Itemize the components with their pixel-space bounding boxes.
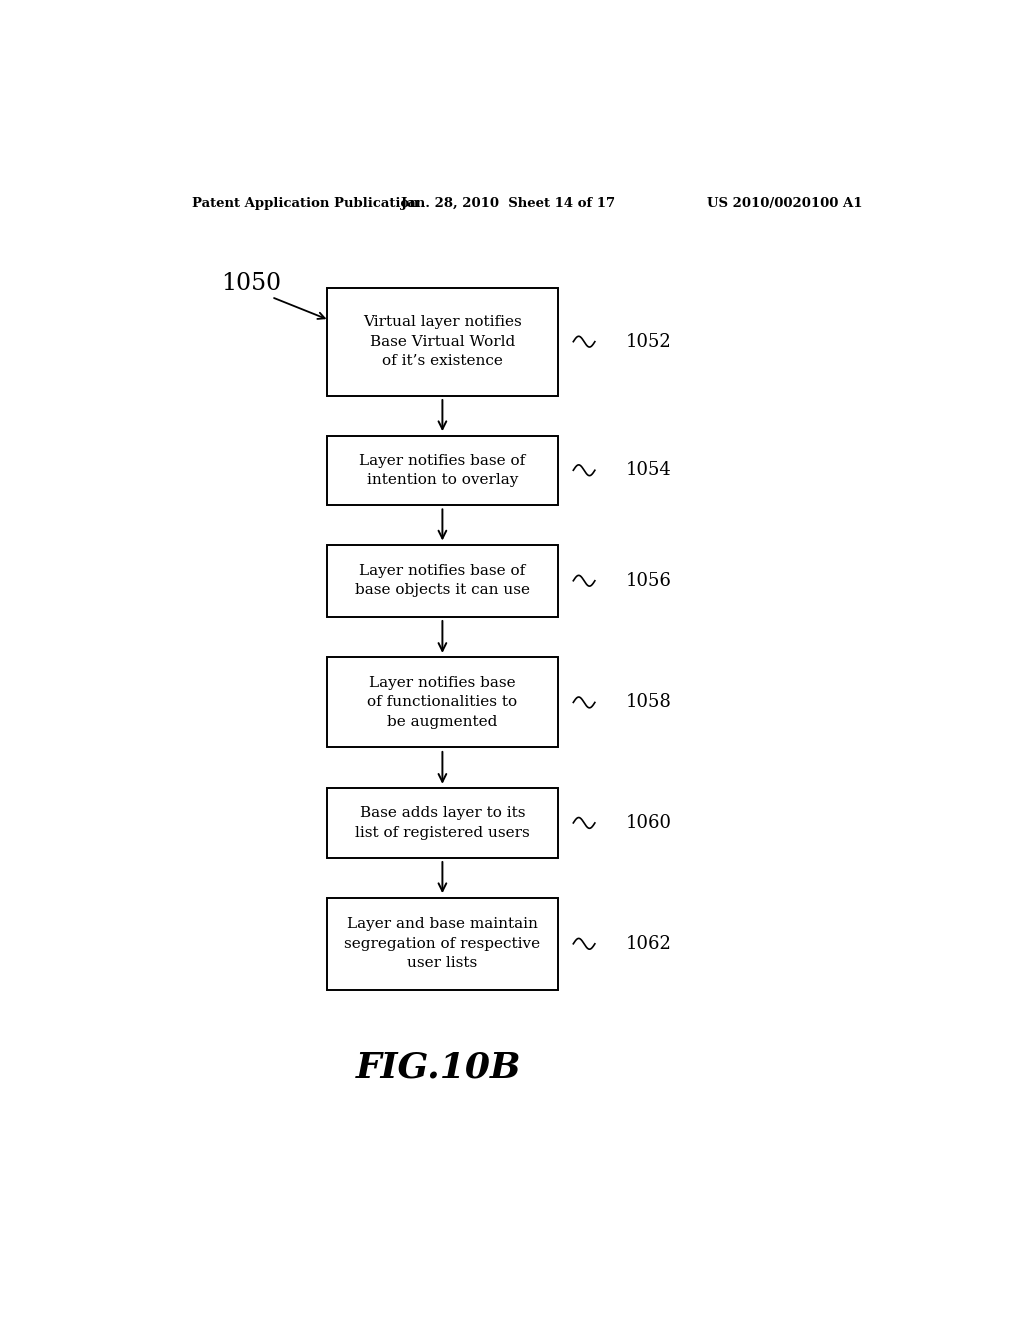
Text: FIG.10B: FIG.10B (355, 1049, 521, 1084)
Text: Layer notifies base of
intention to overlay: Layer notifies base of intention to over… (359, 454, 525, 487)
Text: Layer and base maintain
segregation of respective
user lists: Layer and base maintain segregation of r… (344, 917, 541, 970)
Bar (327, 436, 558, 506)
Text: Virtual layer notifies
Base Virtual World
of it’s existence: Virtual layer notifies Base Virtual Worl… (364, 315, 522, 368)
Text: Patent Application Publication: Patent Application Publication (193, 197, 419, 210)
Text: 1062: 1062 (626, 935, 672, 953)
Bar (327, 545, 558, 616)
Text: Jan. 28, 2010  Sheet 14 of 17: Jan. 28, 2010 Sheet 14 of 17 (400, 197, 615, 210)
Bar (327, 898, 558, 990)
Text: Layer notifies base
of functionalities to
be augmented: Layer notifies base of functionalities t… (368, 676, 517, 729)
Text: 1060: 1060 (626, 814, 672, 832)
Bar (327, 788, 558, 858)
Text: US 2010/0020100 A1: US 2010/0020100 A1 (707, 197, 862, 210)
Bar (327, 288, 558, 396)
Bar (327, 657, 558, 747)
Text: Base adds layer to its
list of registered users: Base adds layer to its list of registere… (355, 807, 529, 840)
Text: 1054: 1054 (626, 461, 672, 479)
Text: 1052: 1052 (626, 333, 672, 351)
Text: 1056: 1056 (626, 572, 672, 590)
Text: 1050: 1050 (221, 272, 282, 294)
Text: 1058: 1058 (626, 693, 672, 711)
Text: Layer notifies base of
base objects it can use: Layer notifies base of base objects it c… (355, 564, 529, 598)
